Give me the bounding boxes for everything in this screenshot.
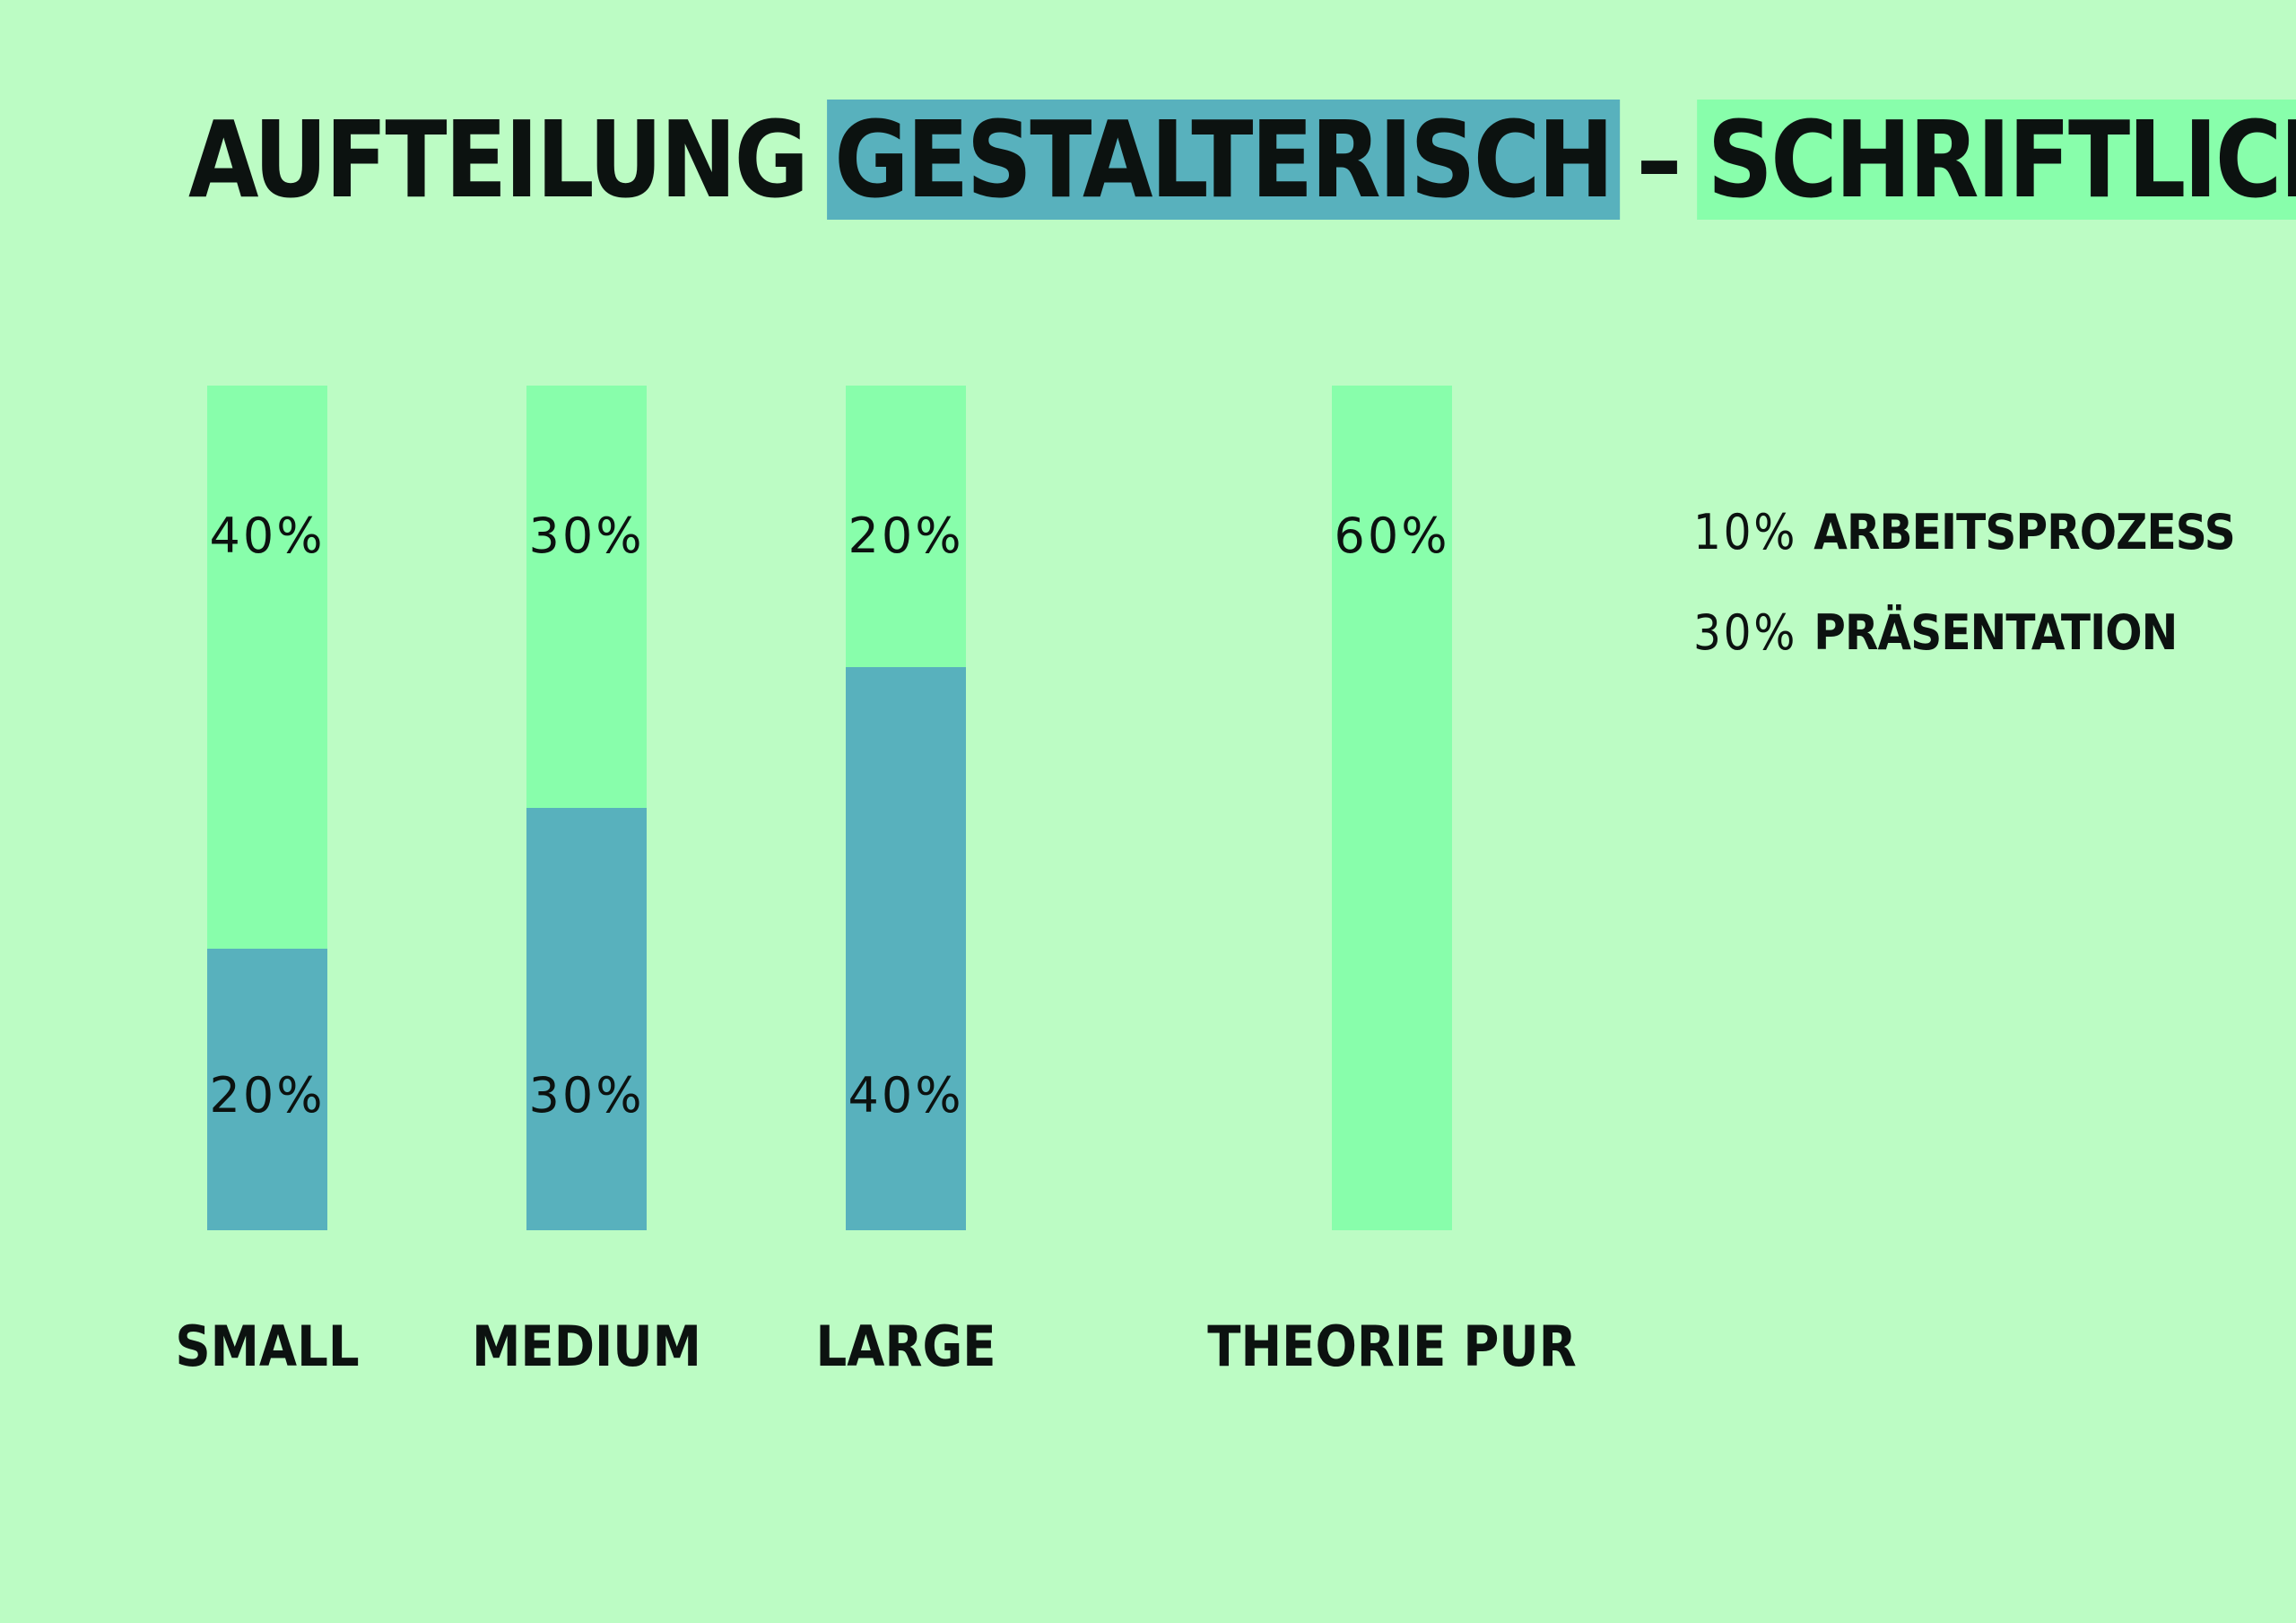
note-text: PRÄSENTATION: [1813, 604, 2178, 661]
bar-gestalterisch-large: [846, 667, 966, 1230]
bar-schriftlich-theorie-pur: [1332, 386, 1452, 1230]
note-text: ARBEITSPROZESS: [1813, 504, 2235, 560]
category-label: SMALL: [175, 1314, 360, 1379]
title-highlight-schriftlich: SCHRIFTLICH: [1696, 100, 2296, 220]
data-label-schriftlich: 60%: [1334, 508, 1450, 564]
bar-gestalterisch-small: [207, 949, 327, 1230]
title-prefix: AUFTEILUNG: [188, 98, 809, 221]
title-highlight-gestalterisch: GESTALTERISCH: [826, 100, 1620, 220]
category-label: LARGE: [815, 1314, 996, 1379]
title-separator: –: [1636, 98, 1683, 221]
category-label: THEORIE PUR: [1207, 1314, 1577, 1379]
bar-schriftlich-small: [207, 386, 327, 949]
chart-title: AUFTEILUNG GESTALTERISCH – SCHRIFTLICH: [188, 97, 2296, 222]
bar-gestalterisch-medium: [526, 808, 647, 1230]
note-percent: 30%: [1693, 604, 1814, 661]
data-label-gestalterisch: 30%: [528, 1067, 645, 1124]
bar-schriftlich-medium: [526, 386, 647, 808]
data-label-schriftlich: 40%: [209, 508, 326, 564]
category-label: MEDIUM: [472, 1314, 701, 1379]
data-label-gestalterisch: 20%: [209, 1067, 326, 1124]
data-label-gestalterisch: 40%: [848, 1067, 964, 1124]
bar-schriftlich-large: [846, 386, 966, 667]
note-item: 10% ARBEITSPROZESS: [1693, 504, 2236, 560]
note-percent: 10%: [1693, 504, 1814, 560]
data-label-schriftlich: 30%: [528, 508, 645, 564]
data-label-schriftlich: 20%: [848, 508, 964, 564]
note-item: 30% PRÄSENTATION: [1693, 604, 2178, 661]
